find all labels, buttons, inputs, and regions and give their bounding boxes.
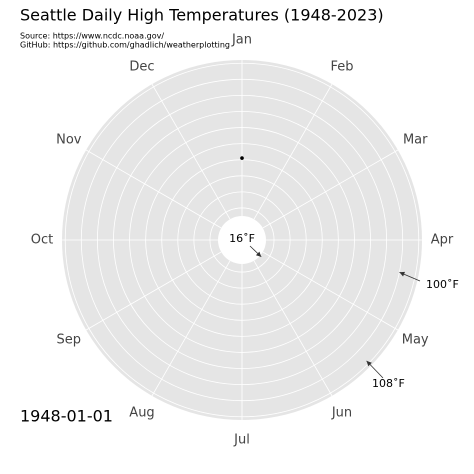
annotation-label: 108˚F [372,377,405,390]
month-label: Jun [331,406,352,421]
grid-spoke [262,251,399,331]
month-label: Apr [431,233,454,248]
chart-title: Seattle Daily High Temperatures (1948-20… [20,6,384,25]
inner-hole [218,216,266,264]
month-label: Oct [31,233,53,248]
month-label: Sep [57,333,82,348]
month-label: Jul [233,433,250,448]
github: GitHub: https://github.com/ghadlich/weat… [20,41,230,50]
annotation-label: 16˚F [229,232,255,245]
month-label: Jan [231,33,252,48]
grid-spoke [151,260,231,397]
month-label: Feb [330,59,353,74]
month-label: May [402,333,429,348]
grid-spoke [262,149,399,229]
grid-spoke [151,83,231,220]
grid-spoke [253,83,333,220]
grid-spoke [85,251,222,331]
grid-spoke [85,149,222,229]
arrow-head [255,251,262,257]
source: Source: https://www.ncdc.noaa.gov/ [20,32,164,41]
arrow-head [366,360,372,367]
date-label: 1948-01-01 [20,407,113,426]
month-label: Dec [129,59,154,74]
arrow-head [399,271,406,277]
month-label: Nov [56,133,82,148]
month-label: Mar [403,133,428,148]
grid-spoke [253,260,333,397]
month-label: Aug [129,406,154,421]
data-point [240,156,244,160]
annotation-label: 100˚F [426,278,459,291]
